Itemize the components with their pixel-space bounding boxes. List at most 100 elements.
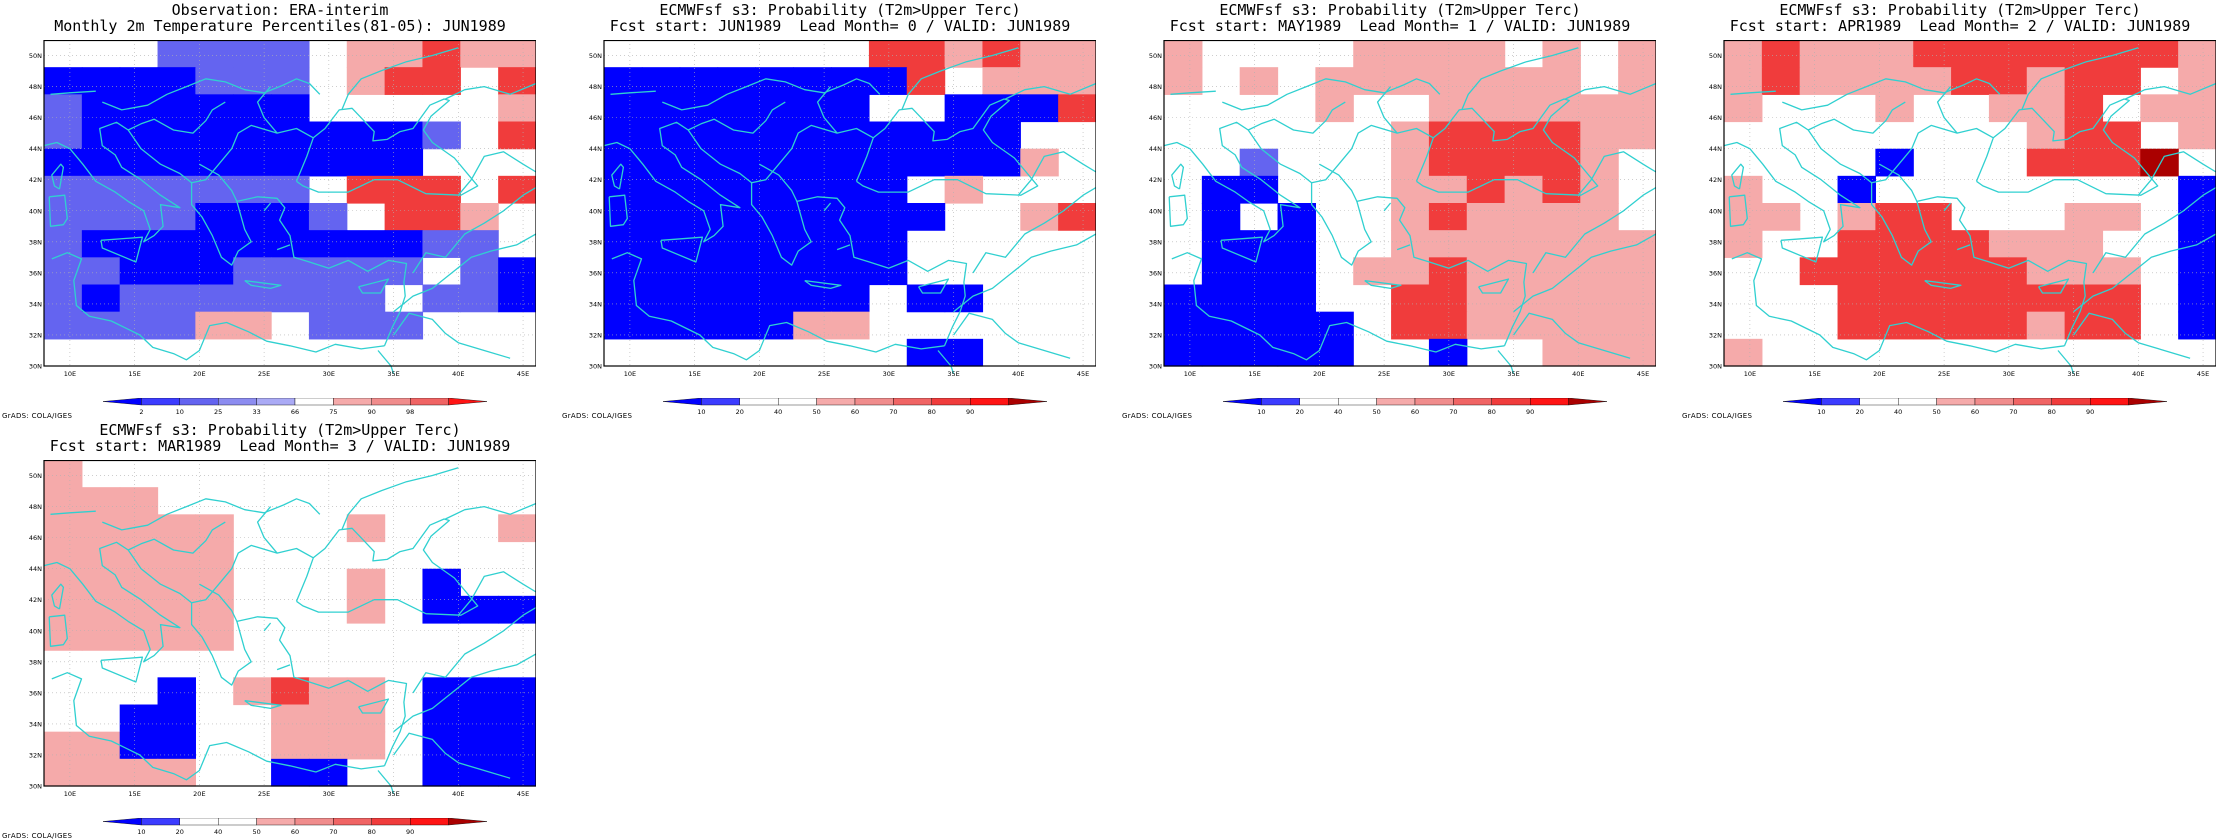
grid-cell bbox=[2026, 94, 2066, 123]
grid-cell bbox=[1058, 67, 1096, 95]
grid-cell bbox=[2140, 94, 2179, 123]
grid-cell bbox=[422, 121, 461, 150]
grid-cell bbox=[119, 257, 159, 286]
grid-cell bbox=[2102, 311, 2141, 340]
colorbar-swatch bbox=[816, 398, 856, 406]
grid-cell bbox=[1466, 257, 1506, 286]
grid-cell bbox=[1542, 175, 1581, 204]
grid-cell bbox=[831, 121, 870, 150]
colorbar-label: 98 bbox=[406, 408, 414, 416]
grid-cell bbox=[906, 148, 946, 177]
colorbar-swatch bbox=[1936, 398, 1976, 406]
lon-label: 30E bbox=[323, 370, 335, 378]
grid-cell bbox=[1761, 40, 1801, 68]
grid-cell bbox=[679, 230, 719, 258]
map-frame bbox=[43, 40, 536, 367]
grid-cell bbox=[1164, 284, 1203, 313]
grid-cell bbox=[498, 94, 536, 123]
grid-cell bbox=[308, 758, 348, 787]
grid-cell bbox=[1724, 94, 1763, 123]
grid-cell bbox=[944, 40, 984, 68]
grid-cell bbox=[81, 758, 121, 787]
grid-cell bbox=[119, 704, 159, 733]
grid-cell bbox=[2178, 40, 2216, 68]
grid-cell bbox=[1580, 175, 1619, 204]
grid-cell bbox=[498, 284, 536, 313]
lat-label: 50N bbox=[1149, 52, 1162, 60]
grid-cell bbox=[271, 203, 310, 231]
grid-cell bbox=[2178, 94, 2216, 123]
grid-cell bbox=[604, 284, 643, 313]
colorbar-swatch bbox=[931, 398, 971, 406]
grid-cell bbox=[1058, 94, 1096, 123]
colorbar-label: 10 bbox=[176, 408, 184, 416]
grid-cell bbox=[1391, 203, 1430, 231]
colorbar-swatch bbox=[141, 398, 181, 406]
lat-label: 48N bbox=[29, 503, 42, 511]
map-panel-lead-3: ECMWFsf s3: Probability (T2m>Upper Terc)… bbox=[0, 420, 560, 840]
grid-cell bbox=[831, 257, 870, 286]
grid-cell bbox=[308, 121, 348, 150]
grid-cell bbox=[1988, 40, 2028, 68]
grid-cell bbox=[271, 148, 310, 177]
grid-cell bbox=[717, 121, 756, 150]
colorbar-label: 90 bbox=[406, 828, 414, 836]
grid-cell bbox=[157, 230, 196, 258]
colorbar: 10 20 40 50 60 70 80 90 bbox=[102, 818, 488, 836]
lat-label: 40N bbox=[29, 207, 42, 215]
grid-cell bbox=[679, 67, 719, 95]
grid-cell bbox=[868, 148, 908, 177]
lon-label: 40E bbox=[2132, 370, 2144, 378]
grid-cell bbox=[2102, 40, 2141, 68]
colorbar-label: 80 bbox=[928, 408, 936, 416]
grid-cell bbox=[271, 257, 310, 286]
grid-cell bbox=[1466, 203, 1506, 231]
grid-cell bbox=[755, 311, 794, 340]
grid-cell bbox=[195, 230, 234, 258]
lat-label: 46N bbox=[589, 114, 602, 122]
grid-cell bbox=[1277, 257, 1316, 286]
grid-cell bbox=[119, 175, 159, 204]
grid-cell bbox=[906, 40, 946, 68]
grid-cell bbox=[641, 284, 681, 313]
grid-cell bbox=[233, 175, 272, 204]
grid-cell bbox=[157, 677, 196, 706]
grid-cell bbox=[793, 175, 832, 204]
grid-cell bbox=[1277, 338, 1316, 367]
grid-cell bbox=[1580, 284, 1619, 313]
grid-cell bbox=[868, 203, 908, 231]
grid-cell bbox=[1466, 230, 1506, 258]
lon-label: 45E bbox=[1637, 370, 1649, 378]
colorbar-swatch bbox=[1568, 398, 1608, 406]
grid-cell bbox=[1799, 257, 1839, 286]
lat-label: 36N bbox=[589, 269, 602, 277]
grid-cell bbox=[2026, 230, 2066, 258]
grid-cell bbox=[1428, 338, 1468, 367]
grid-cell bbox=[1724, 40, 1763, 68]
panel-title-line1: ECMWFsf s3: Probability (T2m>Upper Terc) bbox=[1779, 1, 2141, 19]
colorbar-swatch bbox=[102, 398, 142, 406]
grid-cell bbox=[460, 257, 499, 286]
grid-cell bbox=[1761, 203, 1801, 231]
colorbar-label: 90 bbox=[1526, 408, 1534, 416]
map-plot: 50N 48N 46N 44N 42N 40N 38N 36N 34N 32N 30N 10E 15E 2… bbox=[29, 460, 536, 798]
colorbar-swatch bbox=[2128, 398, 2168, 406]
grid-cell bbox=[195, 311, 234, 340]
grid-cell bbox=[1580, 257, 1619, 286]
lat-label: 46N bbox=[29, 534, 42, 542]
grid-cell bbox=[1580, 311, 1619, 340]
colorbar-swatch bbox=[701, 398, 741, 406]
grid-cell bbox=[1618, 338, 1656, 367]
lat-label: 48N bbox=[1709, 83, 1722, 91]
grid-cell bbox=[1428, 175, 1468, 204]
grid-cell bbox=[119, 595, 159, 624]
lat-label: 34N bbox=[1149, 300, 1162, 308]
grid-cell bbox=[1504, 94, 1544, 123]
grid-cell bbox=[831, 311, 870, 340]
grid-cell bbox=[157, 731, 196, 760]
grid-cell bbox=[1913, 284, 1952, 313]
grid-cell bbox=[81, 203, 121, 231]
lat-label: 50N bbox=[29, 472, 42, 480]
lat-label: 50N bbox=[1709, 52, 1722, 60]
grid-cell bbox=[906, 121, 946, 150]
